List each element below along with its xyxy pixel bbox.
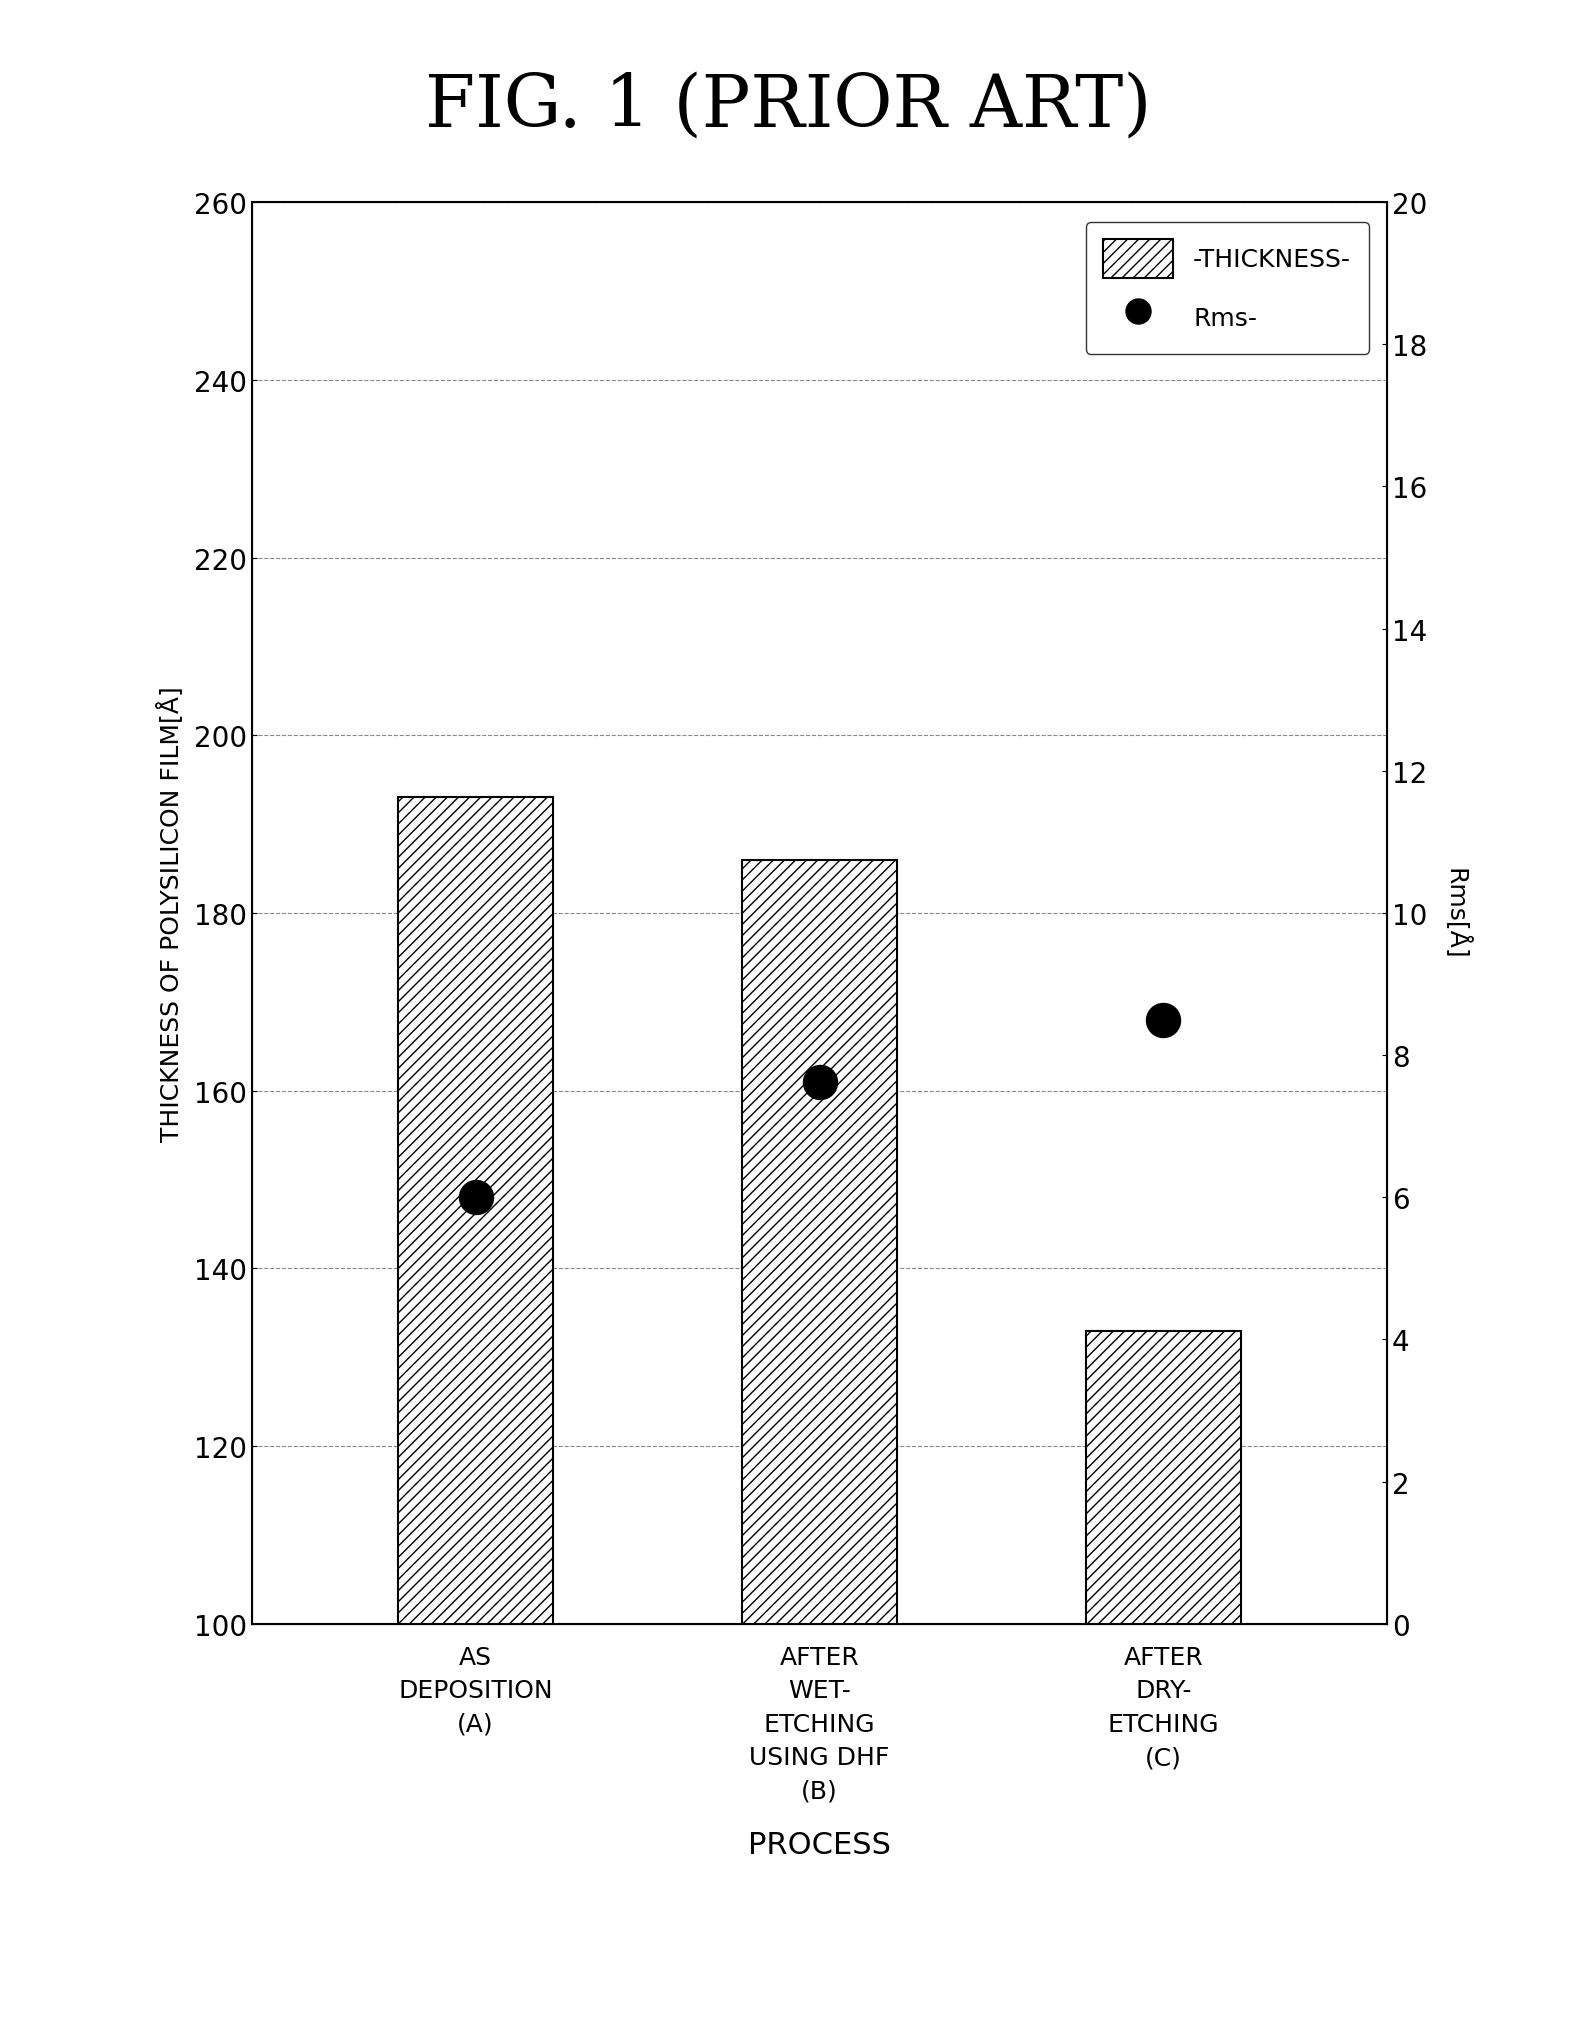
Bar <box>742 861 897 1624</box>
Y-axis label: Rms[Å]: Rms[Å] <box>1444 867 1470 960</box>
Point <box>807 1066 832 1098</box>
Legend: -THICKNESS-, Rms-: -THICKNESS-, Rms- <box>1086 223 1368 355</box>
Bar <box>399 798 553 1624</box>
Bar <box>1086 1332 1240 1624</box>
X-axis label: PROCESS: PROCESS <box>749 1831 890 1859</box>
Y-axis label: THICKNESS OF POLYSILICON FILM[Å]: THICKNESS OF POLYSILICON FILM[Å] <box>156 686 183 1141</box>
Text: FIG. 1 (PRIOR ART): FIG. 1 (PRIOR ART) <box>426 71 1150 142</box>
Point <box>1150 1003 1176 1035</box>
Point <box>463 1181 489 1214</box>
